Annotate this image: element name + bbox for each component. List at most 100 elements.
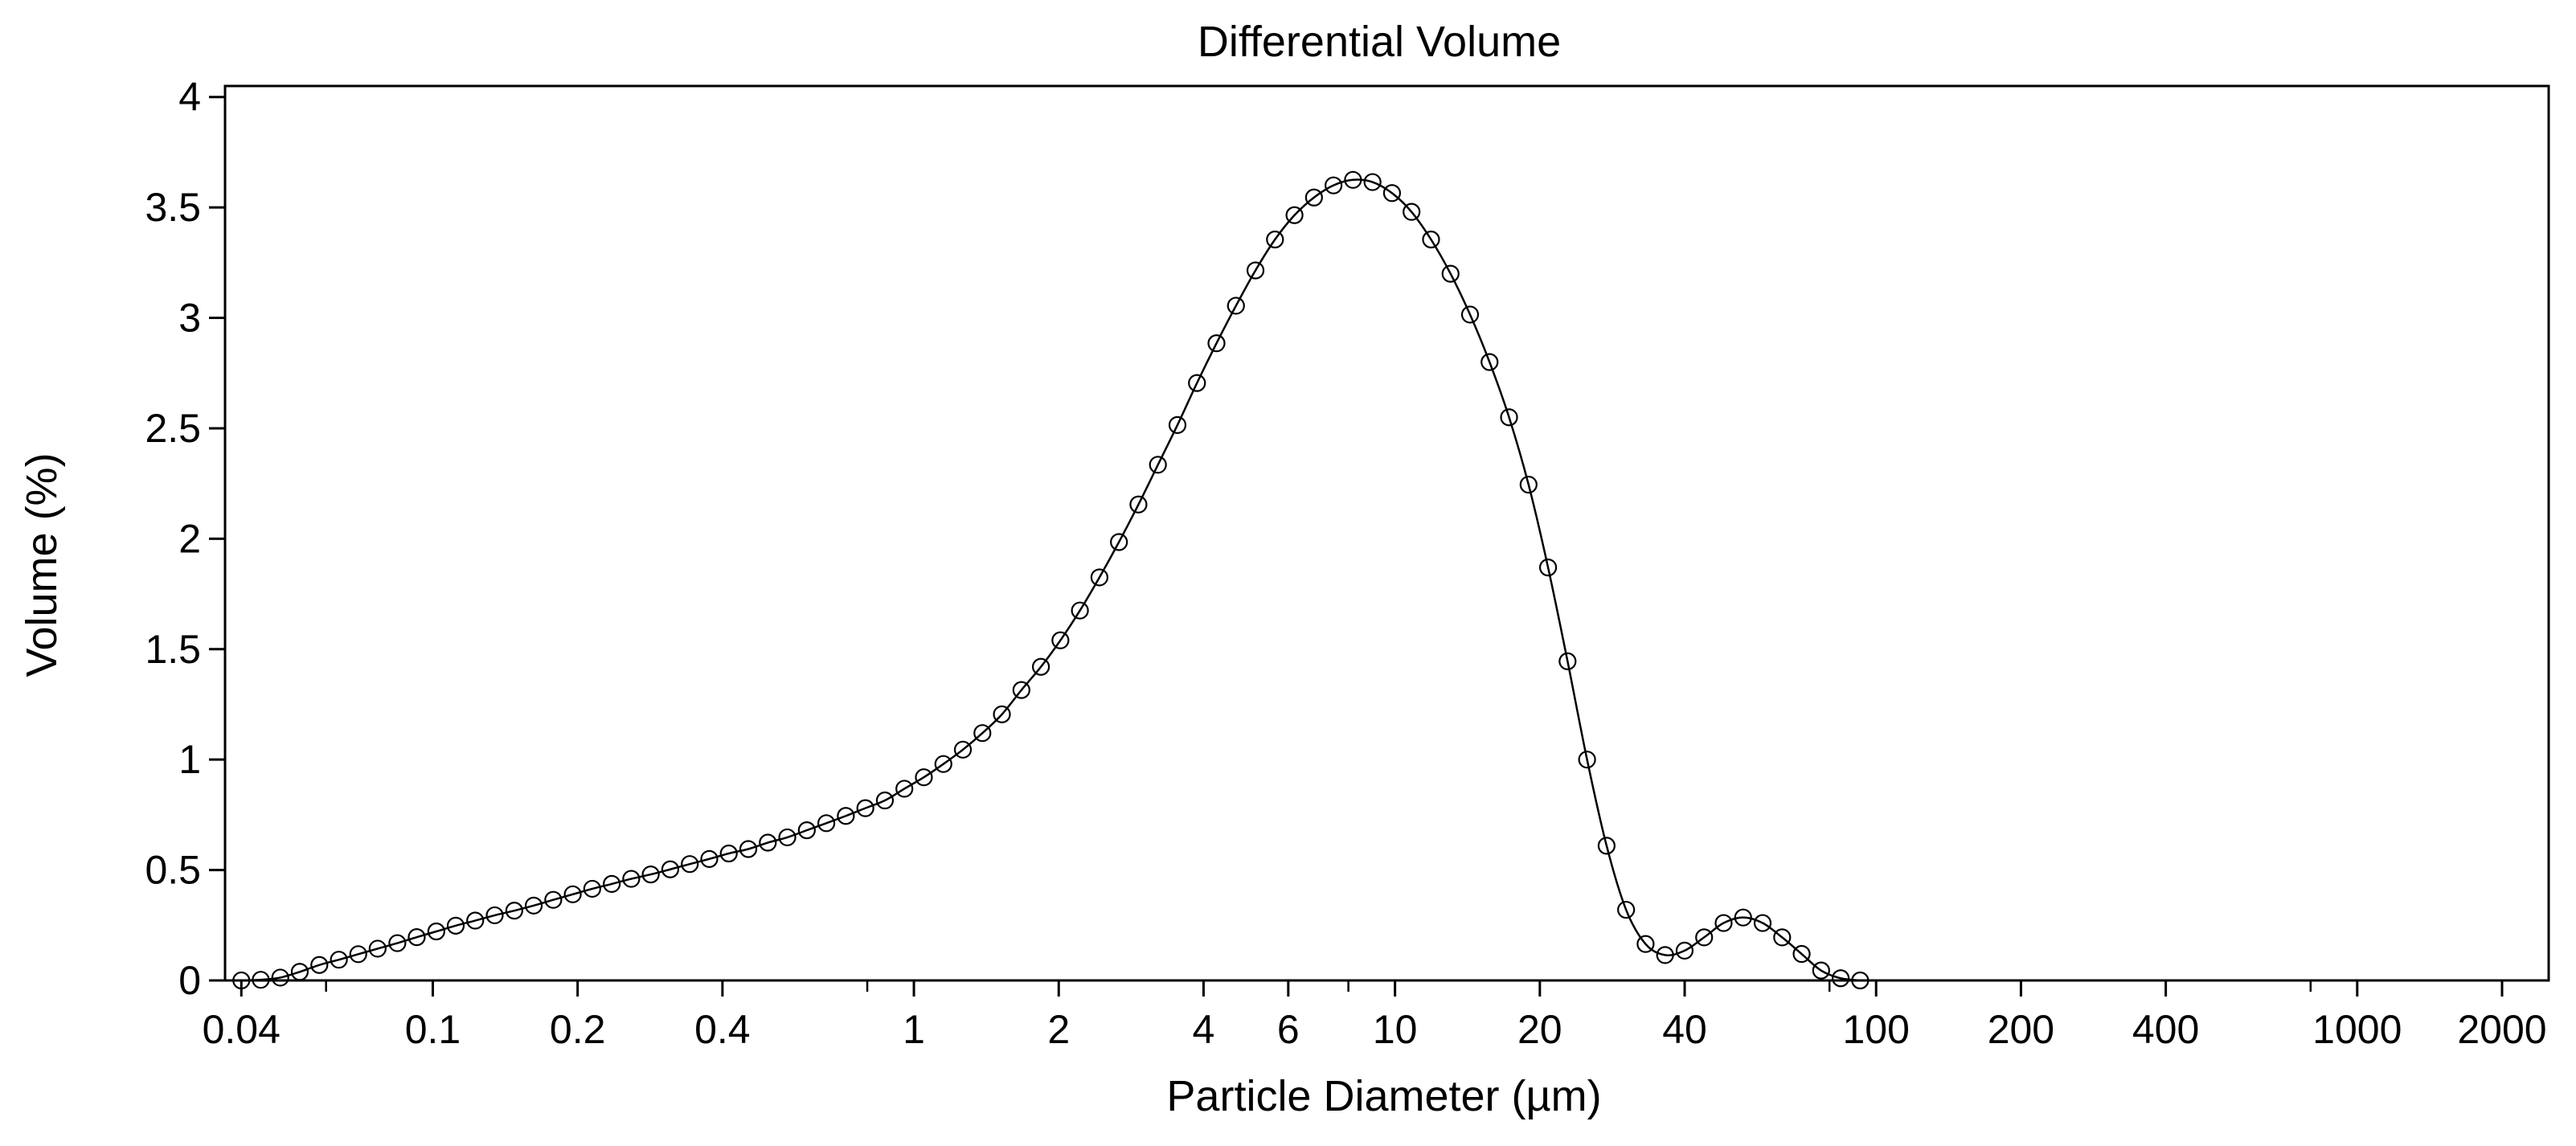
data-point xyxy=(583,879,601,898)
x-tick-label: 400 xyxy=(2132,1007,2199,1052)
data-point xyxy=(817,814,836,833)
x-tick-label: 4 xyxy=(1193,1007,1215,1052)
x-tick-label: 0.4 xyxy=(694,1007,751,1052)
data-point xyxy=(1578,751,1596,769)
data-point xyxy=(1325,176,1343,194)
data-point xyxy=(1168,415,1187,434)
data-point xyxy=(330,951,348,969)
x-tick-label: 1 xyxy=(903,1007,925,1052)
data-point xyxy=(1129,495,1148,514)
data-point xyxy=(641,865,660,884)
y-tick-label: 1.5 xyxy=(145,627,201,672)
y-tick-label: 2 xyxy=(178,516,201,561)
data-point xyxy=(1812,961,1830,980)
data-point xyxy=(1207,334,1226,353)
data-point xyxy=(1090,568,1108,587)
data-point xyxy=(759,833,777,852)
data-point xyxy=(485,906,504,925)
data-point xyxy=(310,956,329,974)
data-point xyxy=(1597,837,1616,855)
data-point xyxy=(603,874,621,894)
data-point xyxy=(1558,652,1577,670)
x-tick-label: 0.04 xyxy=(203,1007,281,1052)
data-point xyxy=(1110,533,1128,551)
data-point xyxy=(1304,188,1323,207)
y-tick-label: 3.5 xyxy=(145,185,201,230)
data-point xyxy=(739,840,758,858)
x-axis-title: Particle Diameter (µm) xyxy=(1166,1072,1601,1120)
data-point xyxy=(1636,935,1655,953)
data-point xyxy=(1285,206,1304,224)
x-tick-label: 20 xyxy=(1517,1007,1562,1052)
data-point xyxy=(1734,908,1752,927)
data-point xyxy=(661,860,680,878)
data-point xyxy=(797,821,816,840)
data-point xyxy=(1773,928,1792,947)
x-tick-label: 10 xyxy=(1373,1007,1418,1052)
data-point xyxy=(466,911,485,930)
data-point xyxy=(973,724,992,743)
data-point xyxy=(1519,475,1538,494)
data-point xyxy=(681,855,699,874)
data-point xyxy=(1460,305,1480,324)
y-tick-label: 0 xyxy=(178,958,201,1003)
data-point xyxy=(524,896,543,915)
data-point xyxy=(1500,408,1518,427)
data-point xyxy=(934,755,952,773)
data-point xyxy=(1656,946,1674,964)
chart-title: Differential Volume xyxy=(1198,18,1561,66)
data-point xyxy=(1675,941,1694,960)
data-point xyxy=(1403,203,1421,221)
data-point xyxy=(388,934,407,952)
data-point xyxy=(427,922,445,941)
data-point xyxy=(446,916,465,935)
x-tick-label: 40 xyxy=(1662,1007,1707,1052)
x-tick-label: 200 xyxy=(1988,1007,2054,1052)
data-point xyxy=(1071,601,1089,620)
data-point xyxy=(1012,681,1030,699)
data-point xyxy=(271,968,289,987)
data-point xyxy=(837,807,855,825)
y-tick-label: 1 xyxy=(178,737,201,782)
data-point xyxy=(915,768,933,787)
data-point xyxy=(1266,230,1284,249)
data-point xyxy=(349,945,367,964)
y-axis-title: Volume (%) xyxy=(18,452,66,677)
data-point xyxy=(856,799,874,817)
data-point xyxy=(1344,170,1362,189)
series-line xyxy=(241,178,1861,982)
data-point xyxy=(1227,297,1245,315)
data-point xyxy=(1363,173,1382,191)
data-point xyxy=(895,780,914,798)
data-point xyxy=(1714,914,1733,932)
data-point xyxy=(622,870,641,888)
x-tick-label: 0.2 xyxy=(550,1007,606,1052)
data-point xyxy=(778,828,797,847)
data-point xyxy=(1832,969,1850,988)
y-tick-label: 3 xyxy=(178,296,201,341)
data-point xyxy=(1538,558,1558,577)
x-tick-label: 0.1 xyxy=(405,1007,461,1052)
data-point xyxy=(1031,657,1050,676)
data-point xyxy=(1441,264,1460,283)
data-point xyxy=(1753,914,1772,932)
y-tick-label: 2.5 xyxy=(145,406,201,451)
y-tick-label: 4 xyxy=(178,75,201,120)
x-tick-label: 2000 xyxy=(2457,1007,2546,1052)
data-point xyxy=(1792,944,1811,964)
x-tick-label: 100 xyxy=(1842,1007,1909,1052)
data-point xyxy=(544,890,563,909)
data-point xyxy=(368,939,387,958)
data-point xyxy=(1051,631,1070,649)
data-point xyxy=(953,740,973,759)
x-tick-label: 2 xyxy=(1047,1007,1070,1052)
data-point xyxy=(1246,261,1265,280)
data-point xyxy=(1617,900,1636,919)
data-point xyxy=(719,844,738,863)
plot-layer: 0 0.5 1 1.5 2 2.5 3 3.5 4 0.04 0.1 0.2 0.4 1 2 4 6 10 20 40… xyxy=(145,75,2546,1052)
x-tick-label: 6 xyxy=(1277,1007,1300,1052)
data-point xyxy=(875,791,895,810)
data-point xyxy=(700,849,719,868)
